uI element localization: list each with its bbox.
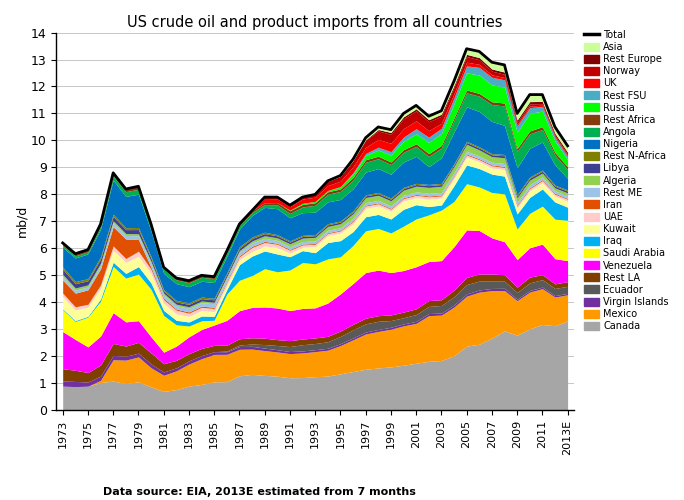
Legend: Total, Asia, Rest Europe, Norway, UK, Rest FSU, Russia, Rest Africa, Angola, Nig: Total, Asia, Rest Europe, Norway, UK, Re… <box>584 30 669 331</box>
Y-axis label: mb/d: mb/d <box>15 205 28 238</box>
Text: Data source: EIA, 2013E estimated from 7 months: Data source: EIA, 2013E estimated from 7… <box>103 487 417 497</box>
Title: US crude oil and product imports from all countries: US crude oil and product imports from al… <box>127 15 503 30</box>
